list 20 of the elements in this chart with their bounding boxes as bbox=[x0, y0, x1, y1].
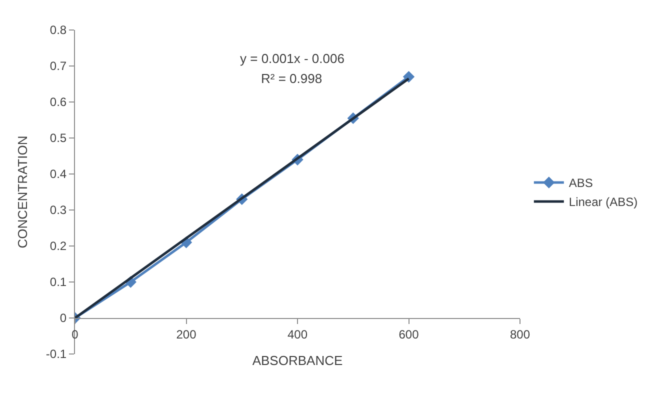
annotation: R² = 0.998 bbox=[261, 71, 322, 86]
y-tick-label: 0.8 bbox=[50, 23, 67, 38]
legend-label: Linear (ABS) bbox=[568, 195, 638, 210]
y-tick-label: -0.1 bbox=[46, 347, 67, 362]
y-tick-label: 0.4 bbox=[50, 167, 67, 182]
x-tick-label: 200 bbox=[176, 327, 197, 342]
y-tick-label: 0.7 bbox=[50, 59, 67, 74]
x-tick-label: 400 bbox=[287, 327, 308, 342]
y-axis-title: CONCENTRATION bbox=[14, 136, 30, 248]
x-tick-label: 800 bbox=[510, 327, 530, 342]
y-tick-label: 0 bbox=[60, 311, 67, 326]
y-tick-label: 0.1 bbox=[50, 275, 67, 290]
y-tick-label: 0.3 bbox=[50, 203, 67, 218]
x-tick-label: 600 bbox=[398, 327, 420, 342]
legend-label: ABS bbox=[568, 176, 593, 190]
y-tick-label: 0.6 bbox=[50, 95, 67, 110]
y-tick-label: 0.2 bbox=[50, 239, 67, 254]
x-axis-title: ABSORBANCE bbox=[252, 353, 343, 368]
y-tick-label: 0.5 bbox=[50, 131, 67, 146]
annotation: y = 0.001x - 0.006 bbox=[240, 51, 344, 66]
